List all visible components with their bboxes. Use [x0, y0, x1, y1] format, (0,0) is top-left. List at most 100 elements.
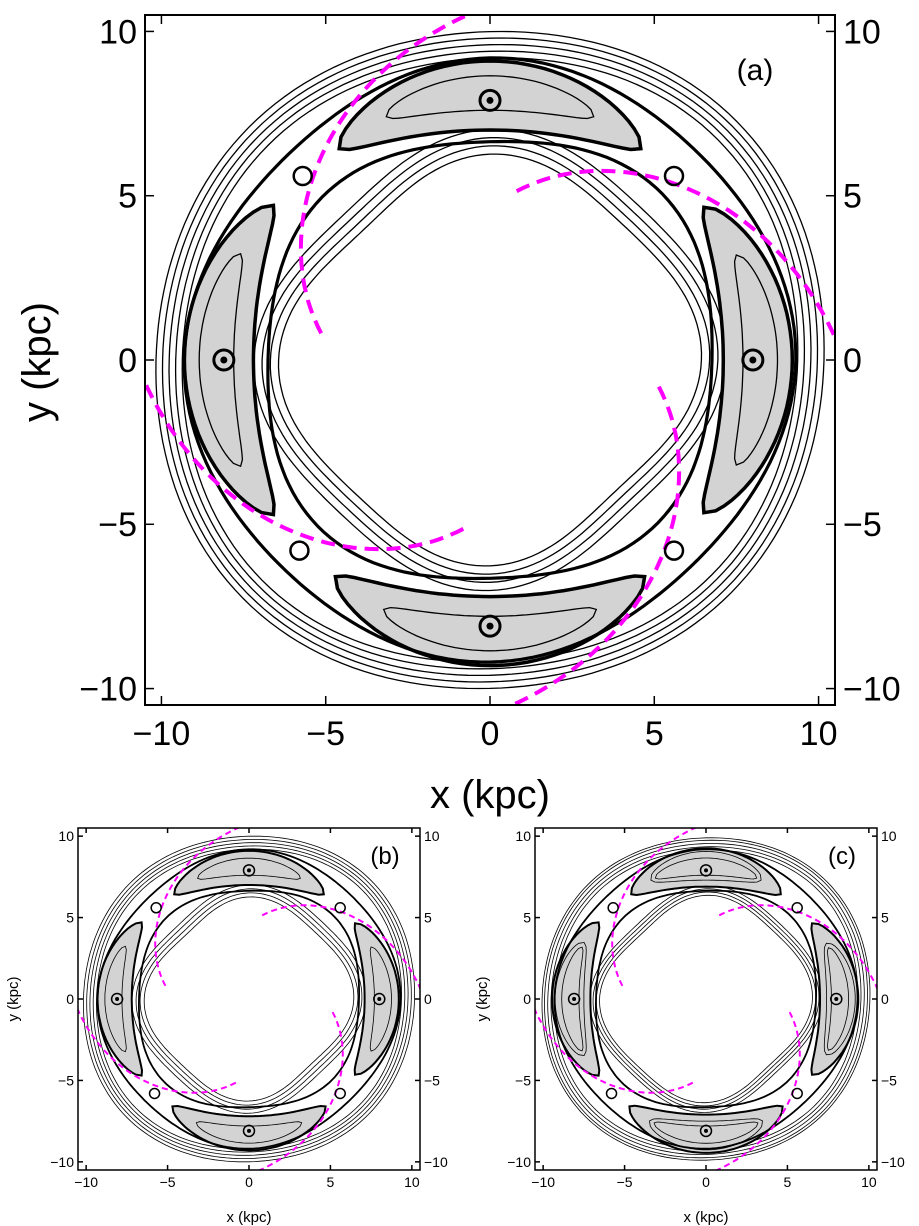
- contour-inner-2: [135, 888, 363, 1110]
- separatrix-outer: [182, 56, 798, 664]
- spiral-arm-1: [78, 1007, 237, 1094]
- spiral-arm-0: [298, 15, 473, 335]
- panel-a-plot-area: [145, 15, 835, 705]
- panel-a-label: (a): [737, 54, 774, 87]
- banana-inner-contour-0-1: [654, 857, 758, 880]
- stable-point-dot-0: [247, 868, 251, 873]
- separatrix-outer: [553, 848, 859, 1150]
- y-tick-label-right-3: 5: [881, 909, 889, 925]
- x-tick-label-1: −5: [306, 715, 345, 753]
- banana-inner-contour-0-0: [650, 850, 762, 883]
- separatrix-inner: [138, 889, 360, 1109]
- stable-point-0: [478, 88, 502, 112]
- contour-inner-3: [589, 885, 823, 1113]
- y-tick-label-left-1: −5: [515, 1072, 531, 1088]
- panel-c-ticks: −10 −5 0 5 10−10 −10−5 −50 05 510 10: [507, 828, 905, 1190]
- y-tick-label-right-2: 0: [843, 342, 862, 380]
- saddle-point-1: [663, 165, 685, 187]
- stable-point-dot-3: [220, 356, 228, 364]
- x-tick-label-0: −10: [133, 715, 191, 753]
- panel-b-plot-area: [78, 828, 420, 1170]
- contour-inner-1: [269, 145, 711, 575]
- stable-point-1: [830, 992, 843, 1006]
- stable-point-3: [212, 348, 236, 372]
- banana-inner-contour-2-0: [195, 1121, 303, 1144]
- panel-c: −10 −5 0 5 10−10 −10−5 −50 05 510 10 (c) x (kpc) …: [474, 827, 905, 1226]
- panel-a: −10 −5 0 5 10−10 −10−5 −50 05 510 10 (a) x (kpc) …: [15, 13, 901, 817]
- panel-c-xlabel: x (kpc): [684, 1209, 729, 1226]
- contour-outer-0: [181, 57, 799, 663]
- stable-point-3: [567, 992, 581, 1006]
- banana-region-0: [173, 849, 325, 896]
- spiral-arm-2: [714, 1011, 801, 1170]
- panel-b-xlabel: x (kpc): [227, 1209, 272, 1226]
- banana-region-0: [337, 59, 643, 152]
- contour-inner-3: [253, 128, 727, 592]
- y-tick-label-right-1: −5: [881, 1072, 897, 1088]
- panel-b-label: (b): [370, 843, 399, 870]
- saddle-point-2: [791, 1087, 803, 1100]
- spiral-arm-0: [611, 828, 698, 987]
- contour-inner-1: [595, 891, 817, 1107]
- stable-point-dot-0: [704, 868, 708, 873]
- contour-outer-3: [86, 838, 412, 1160]
- contour-inner-0: [599, 894, 813, 1104]
- y-tick-label-right-4: 10: [843, 13, 881, 51]
- y-tick-label-right-2: 0: [881, 991, 889, 1007]
- stable-point-dot-1: [834, 997, 839, 1001]
- y-tick-label-right-1: −5: [424, 1072, 440, 1088]
- y-tick-label-left-0: −10: [50, 1154, 74, 1170]
- y-tick-label-right-2: 0: [424, 991, 432, 1007]
- spiral-arm-3: [261, 904, 420, 991]
- stable-point-1: [741, 348, 765, 372]
- contour-inner-0: [143, 896, 355, 1102]
- saddle-point-0: [292, 165, 313, 187]
- stable-point-dot-3: [115, 997, 120, 1001]
- y-tick-label-right-4: 10: [424, 828, 440, 844]
- spiral-arm-0: [154, 828, 241, 987]
- panel-b-ylabel: y (kpc): [5, 976, 22, 1021]
- saddle-point-3: [289, 540, 310, 561]
- panel-a-xlabel: x (kpc): [430, 773, 550, 817]
- y-tick-label-left-1: −5: [98, 506, 137, 544]
- x-tick-label-1: −5: [160, 1174, 176, 1190]
- stable-point-2: [242, 1124, 256, 1138]
- y-tick-label-right-0: −10: [424, 1154, 448, 1170]
- banana-inner-contour-2-1: [653, 1121, 759, 1144]
- contour-outer-4: [541, 837, 871, 1161]
- x-tick-label-4: 10: [800, 715, 838, 753]
- x-tick-label-4: 10: [404, 1174, 420, 1190]
- contour-inner-0: [277, 153, 703, 567]
- contour-outer-3: [544, 839, 868, 1159]
- stable-point-dot-0: [486, 96, 494, 104]
- banana-inner-contour-2-0: [382, 606, 598, 652]
- y-tick-label-right-0: −10: [881, 1154, 905, 1170]
- panel-a-ticks: −10 −5 0 5 10−10 −10−5 −50 05 510 10: [79, 13, 900, 753]
- contour-outer-1: [174, 50, 806, 670]
- stable-point-dot-2: [486, 622, 494, 630]
- stable-point-dot-1: [377, 997, 382, 1001]
- y-tick-label-left-3: 5: [118, 178, 137, 216]
- x-tick-label-3: 5: [645, 715, 664, 753]
- y-tick-label-right-3: 5: [843, 178, 862, 216]
- x-tick-label-0: −10: [531, 1174, 555, 1190]
- y-tick-label-left-2: 0: [66, 991, 74, 1007]
- y-tick-label-left-1: −5: [58, 1072, 74, 1088]
- x-tick-label-4: 10: [861, 1174, 877, 1190]
- y-tick-label-right-3: 5: [424, 909, 432, 925]
- contour-inner-2: [261, 137, 719, 583]
- spiral-arm-1: [535, 1007, 694, 1094]
- y-tick-label-left-0: −10: [79, 670, 137, 708]
- banana-inner-contour-3-0: [198, 252, 244, 468]
- banana-region-3: [182, 203, 276, 517]
- saddle-point-1: [791, 902, 803, 914]
- stable-point-dot-3: [572, 997, 577, 1001]
- x-tick-label-3: 5: [327, 1174, 335, 1190]
- contour-outer-2: [89, 842, 409, 1156]
- banana-inner-contour-1-0: [733, 254, 779, 466]
- stable-point-0: [242, 864, 256, 877]
- contour-outer-1: [92, 845, 406, 1153]
- contour-inner-1: [139, 892, 359, 1106]
- panel-b-ticks: −10 −5 0 5 10−10 −10−5 −50 05 510 10: [50, 828, 448, 1190]
